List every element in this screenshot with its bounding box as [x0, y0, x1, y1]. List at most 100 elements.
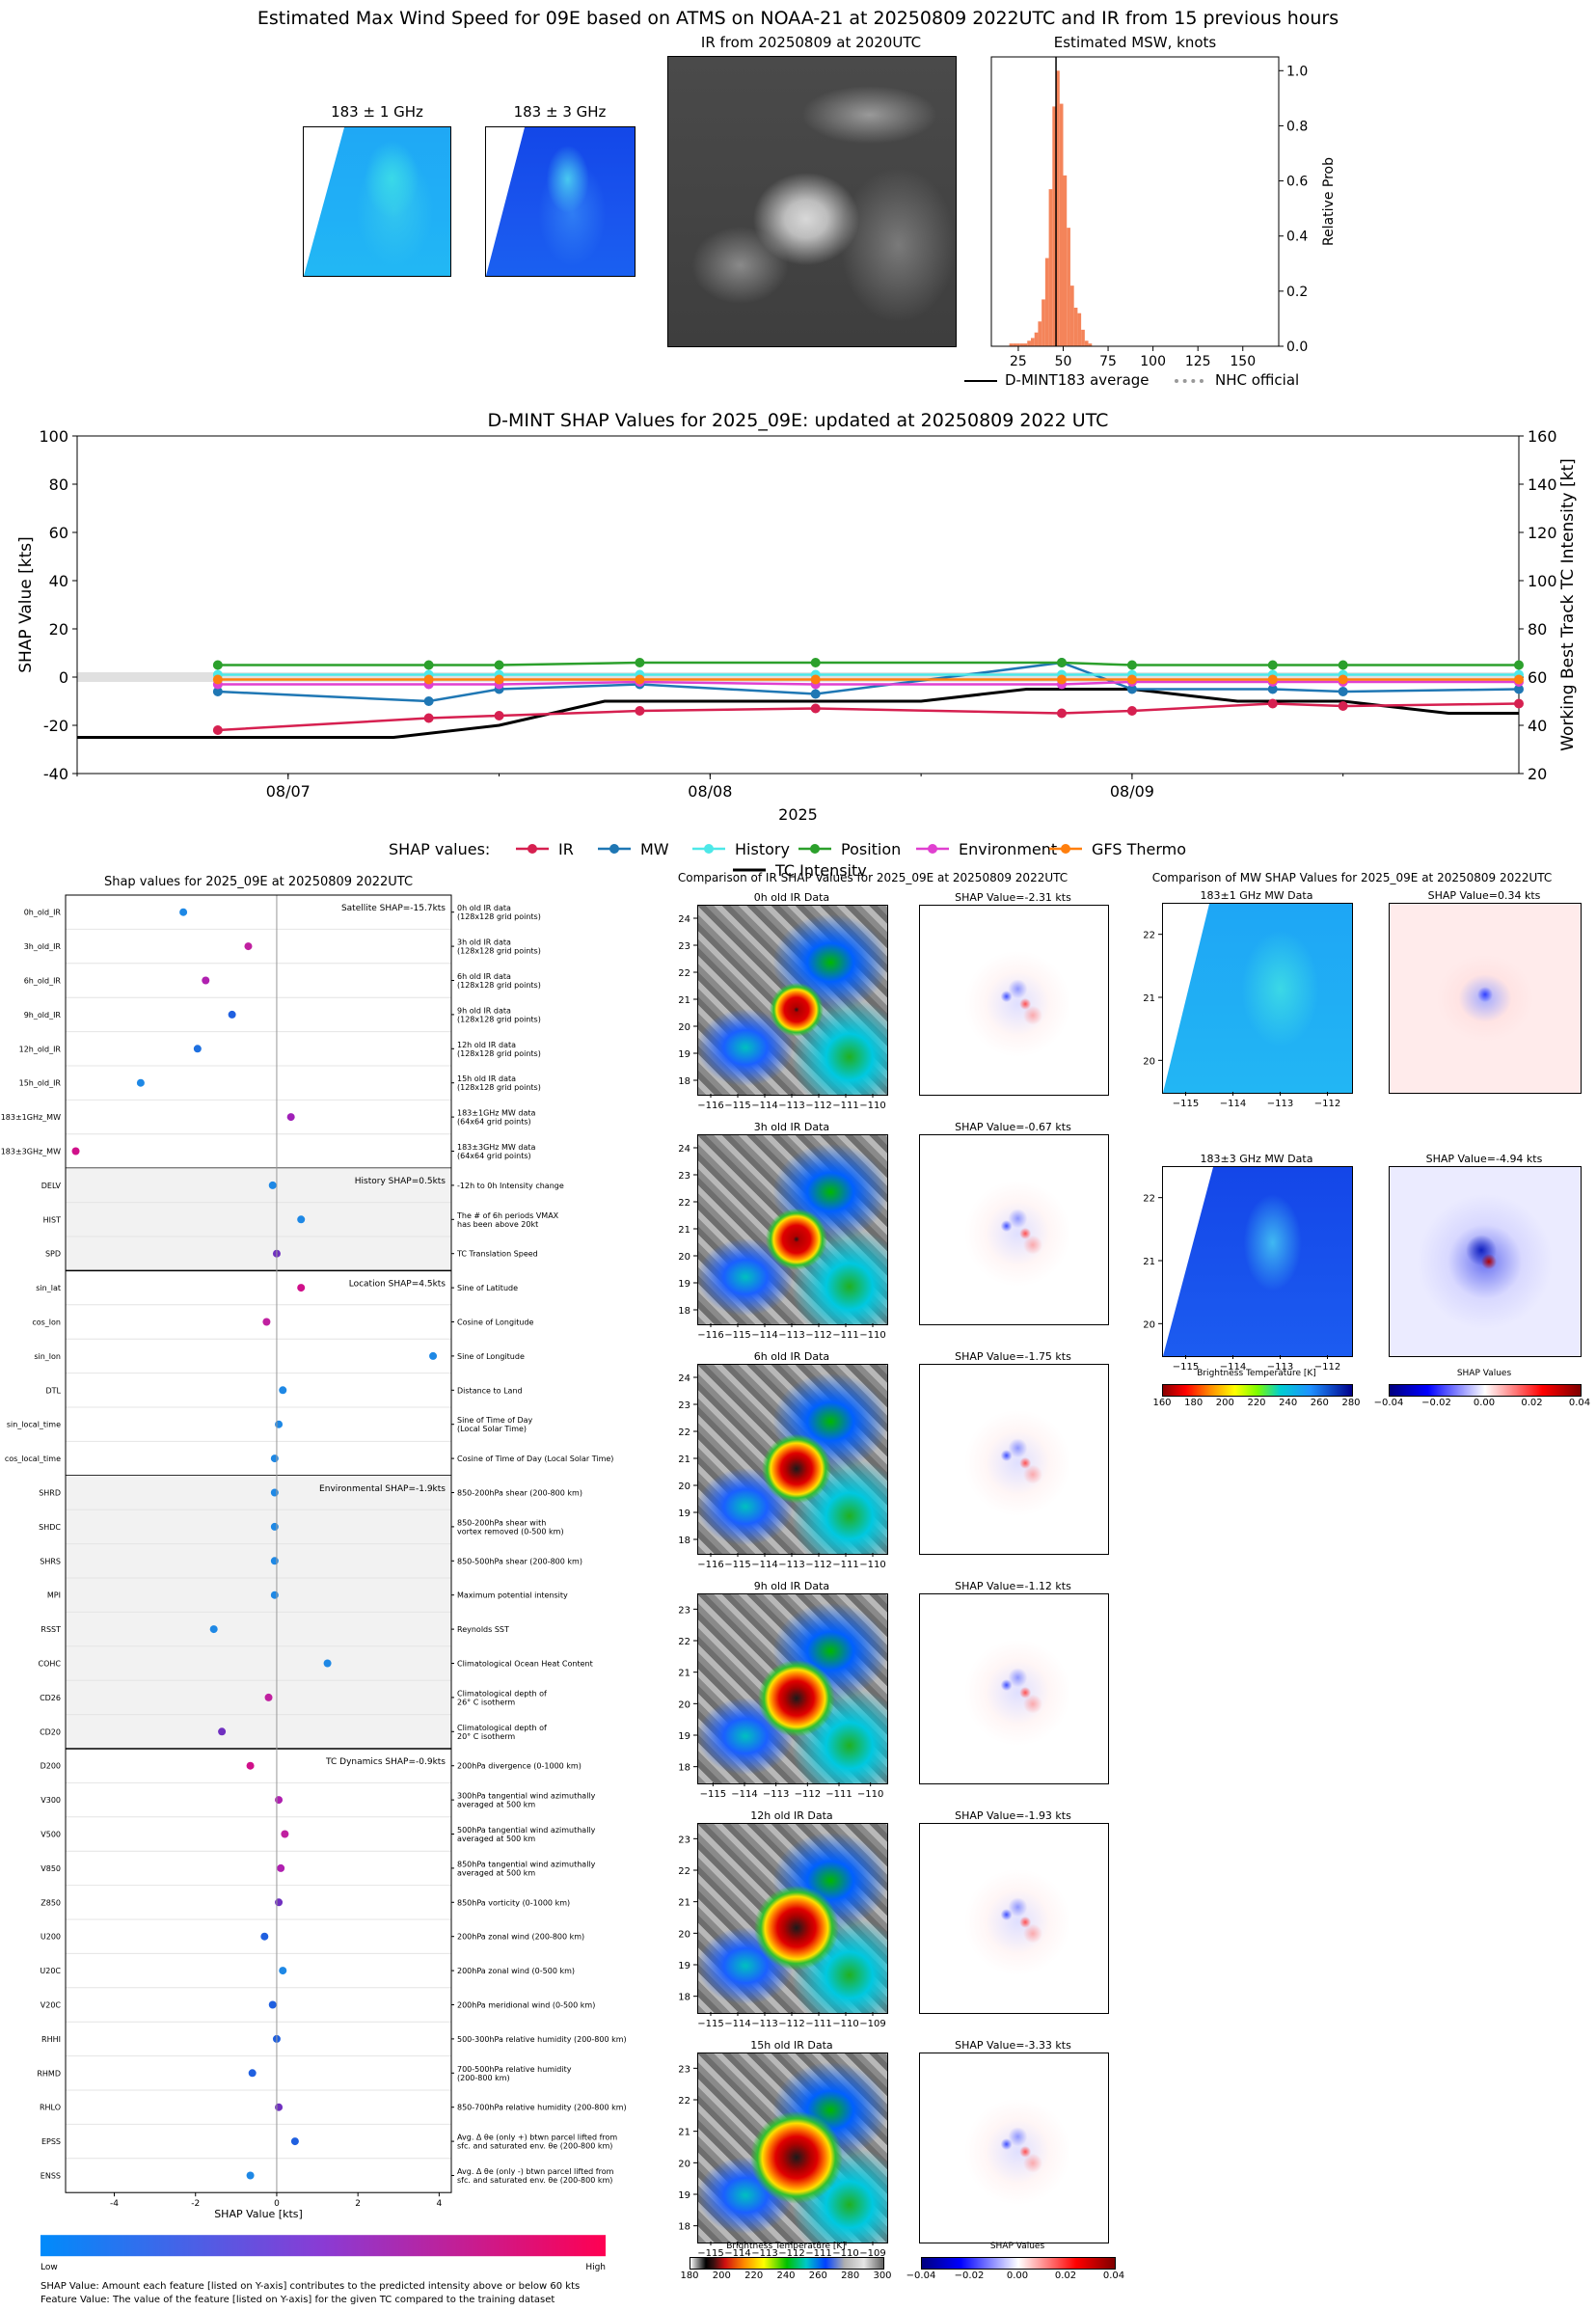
ir-map-ytick-label: 19 — [678, 1279, 690, 1290]
ir-map-xtick-label: −112 — [795, 1789, 821, 1800]
ir-map-xtick-label: −115 — [724, 1330, 750, 1341]
ts-series-environment — [217, 680, 1519, 686]
footer-line2: Feature Value: The value of the feature … — [41, 2295, 555, 2305]
hist-ytick-label: 0.2 — [1286, 285, 1308, 300]
ir-shap-title: SHAP Value=-2.31 kts — [955, 891, 1071, 904]
ts-point — [1338, 701, 1348, 711]
mw-shap-image — [1389, 1166, 1582, 1357]
mw-shap-title: SHAP Value=0.34 kts — [1427, 889, 1541, 902]
feat-point — [228, 1010, 236, 1019]
ts-point — [635, 658, 645, 667]
ir-map-ytick-label: 19 — [678, 1961, 690, 1971]
ts-point — [1338, 660, 1348, 670]
feat-desc: Avg. Δ θe (only +) btwn parcel lifted fr… — [457, 2134, 617, 2142]
feat-name: RSST — [41, 1625, 61, 1634]
ir-map-xtick-label: −115 — [724, 1101, 750, 1111]
feat-desc: 26° C isotherm — [457, 1698, 515, 1706]
feat-group-label: TC Dynamics SHAP=-0.9kts — [325, 1757, 446, 1767]
hist-ylabel: Relative Prob — [1321, 157, 1337, 246]
ts-point — [810, 689, 821, 699]
ir-data-image — [697, 2053, 888, 2243]
feat-point — [279, 1967, 287, 1975]
feat-name: SHRS — [40, 1557, 61, 1565]
mw-bt-colorbar-label: Brightness Temperature [K] — [1197, 1369, 1316, 1378]
ts-legend-label: History — [735, 840, 790, 858]
feature-shap-chart: Shap values for 2025_09E at 20250809 202… — [1, 875, 627, 2272]
mw-map-ytick-label: 21 — [1143, 1257, 1155, 1267]
ts-y2tick-label: 100 — [1528, 572, 1557, 590]
ir-map-ytick-label: 18 — [678, 1076, 690, 1087]
feat-desc: 183±3GHz MW data — [457, 1143, 535, 1152]
feat-desc: (64x64 grid points) — [457, 1152, 531, 1160]
feat-name: cos_local_time — [5, 1455, 61, 1463]
ir-map-xtick-label: −111 — [832, 1101, 858, 1111]
feat-desc: (200-800 km) — [457, 2074, 510, 2082]
mw-bt-colorbar-tick: 160 — [1152, 1398, 1172, 1408]
ir-bt-colorbar-tick: 280 — [841, 2270, 860, 2281]
ir-map-xtick-label: −116 — [697, 1560, 723, 1570]
ir-map-ytick-label: 24 — [678, 1144, 690, 1155]
ts-point — [1338, 674, 1348, 685]
mw-shap-colorbar-tick: 0.00 — [1473, 1398, 1496, 1408]
feat-point — [275, 2103, 284, 2111]
ts-legend-label: Position — [841, 840, 901, 858]
ir-shap-colorbar-tick: 0.04 — [1102, 2270, 1125, 2281]
msw-histogram: 25 50 75 100 125 150 0.0 0.2 0.4 0.6 0.8 1.0 Relativ… — [990, 56, 1337, 369]
feat-desc: Climatological depth of — [457, 1724, 547, 1732]
feat-point — [268, 2000, 277, 2009]
feat-point — [297, 1215, 306, 1224]
ir-map-xtick-label: −116 — [697, 1101, 723, 1111]
feat-desc: (64x64 grid points) — [457, 1118, 531, 1127]
shap-timeseries-chart: D-MINT SHAP Values for 2025_09E: updated… — [16, 410, 1578, 876]
feat-name: D200 — [41, 1762, 61, 1771]
ir-shap-colorbar-tick: 0.00 — [1006, 2270, 1029, 2281]
hist-bar — [1063, 175, 1068, 346]
ir-map-xtick-label: −113 — [751, 2019, 777, 2029]
ir-data-title: 3h old IR Data — [753, 1121, 830, 1133]
feat-name: ENSS — [41, 2172, 61, 2181]
ir-map-ytick-label: 22 — [678, 1637, 690, 1647]
feat-name: RHLO — [40, 2104, 61, 2112]
feat-name: DTL — [45, 1386, 61, 1395]
ts-point — [212, 674, 223, 685]
ir-map-xtick-label: −115 — [700, 1789, 726, 1800]
feat-name: V300 — [41, 1796, 61, 1805]
ts-legend-marker — [810, 844, 820, 854]
mw-bt-colorbar-tick: 200 — [1215, 1398, 1234, 1408]
ir-map-xtick-label: −110 — [832, 2248, 858, 2259]
mw-map-xtick-label: −114 — [1220, 1362, 1246, 1373]
ir-bt-colorbar-tick: 260 — [808, 2270, 827, 2281]
feat-name: HIST — [43, 1215, 61, 1224]
hist-xtick-label: 150 — [1230, 354, 1256, 369]
hist-bar — [1067, 228, 1070, 346]
ir-data-title: 9h old IR Data — [753, 1580, 830, 1592]
ir-map-axes: −115 −114 −113 −112 −111 −110 18 19 20 21 22 23 — [678, 1605, 883, 1800]
feat-name: sin_local_time — [7, 1421, 61, 1429]
feat-name: 183±1GHz_MW — [1, 1113, 61, 1122]
feat-desc: Cosine of Time of Day (Local Solar Time) — [457, 1455, 613, 1463]
ir-map-xtick-label: −113 — [778, 1330, 804, 1341]
feat-name: SHRD — [39, 1489, 61, 1498]
feat-desc: Sine of Latitude — [457, 1284, 518, 1292]
ts-xlabel: 2025 — [778, 805, 818, 824]
hist-bar — [1048, 189, 1053, 346]
ir-map-xtick-label: −112 — [805, 1101, 831, 1111]
ir-map-xtick-label: −114 — [731, 1789, 757, 1800]
ir-map-xtick-label: −113 — [751, 2248, 777, 2259]
ts-ytick-label: -20 — [43, 717, 68, 735]
feat-point — [264, 1693, 273, 1701]
mw-map-xtick-label: −115 — [1173, 1362, 1199, 1373]
feat-desc: 850-700hPa relative humidity (200-800 km… — [457, 2104, 627, 2112]
feat-desc: Sine of Time of Day — [457, 1416, 533, 1425]
ir-map-ytick-label: 19 — [678, 1049, 690, 1060]
ir-data-image — [697, 1134, 888, 1325]
ts-zero-band — [77, 672, 1519, 682]
hist-ytick-label: 0.4 — [1286, 230, 1308, 245]
ir-shap-title: SHAP Value=-1.75 kts — [955, 1350, 1071, 1363]
feat-desc: (128x128 grid points) — [457, 1083, 541, 1092]
ts-point — [1267, 684, 1278, 694]
ir-map-ytick-label: 22 — [678, 2096, 690, 2107]
feat-name: CD26 — [40, 1694, 61, 1702]
feat-name: sin_lon — [34, 1352, 61, 1361]
ts-series-position — [217, 661, 1519, 666]
